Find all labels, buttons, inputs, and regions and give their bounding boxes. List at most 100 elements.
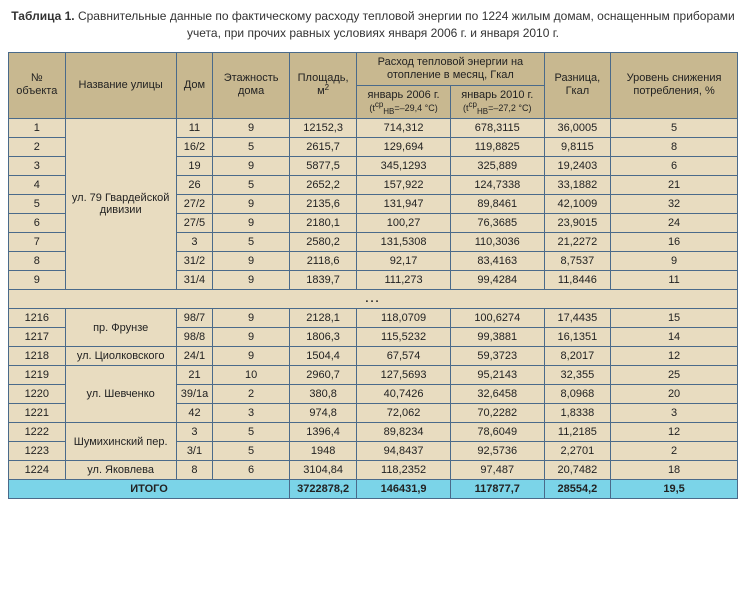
cell: 678,3115 (450, 119, 544, 138)
total-cell: 3722878,2 (290, 480, 357, 499)
cell: 5 (9, 195, 66, 214)
cell: 72,062 (357, 404, 451, 423)
cell: 9 (213, 271, 290, 290)
cell: 1217 (9, 328, 66, 347)
cell: 98/8 (176, 328, 213, 347)
cell: 12 (611, 347, 738, 366)
cell: 2 (611, 442, 738, 461)
cell: 124,7338 (450, 176, 544, 195)
street-cell: пр. Фрунзе (65, 309, 176, 347)
cell: 3 (176, 233, 213, 252)
cell: 131,5308 (357, 233, 451, 252)
cell: 2128,1 (290, 309, 357, 328)
cell: 1220 (9, 385, 66, 404)
cell: 39/1а (176, 385, 213, 404)
cell: 83,4163 (450, 252, 544, 271)
cell: 11,8446 (544, 271, 611, 290)
col-area: Площадь, м2 (290, 52, 357, 119)
cell: 1222 (9, 423, 66, 442)
cell: 1504,4 (290, 347, 357, 366)
cell: 23,9015 (544, 214, 611, 233)
cell: 21 (611, 176, 738, 195)
street-cell: Шумихинский пер. (65, 423, 176, 461)
cell: 129,694 (357, 138, 451, 157)
total-cell: 146431,9 (357, 480, 451, 499)
cell: 97,487 (450, 461, 544, 480)
cell: 3 (611, 404, 738, 423)
cell: 8 (611, 138, 738, 157)
col-jan2010: январь 2010 г. (tсрНВ=–27,2 °С) (450, 85, 544, 118)
cell: 12 (611, 423, 738, 442)
col-obj-no: № объекта (9, 52, 66, 119)
cell: 11 (611, 271, 738, 290)
cell: 76,3685 (450, 214, 544, 233)
cell: 67,574 (357, 347, 451, 366)
cell: 5 (213, 138, 290, 157)
cell: 36,0005 (544, 119, 611, 138)
cell: 78,6049 (450, 423, 544, 442)
cell: 1218 (9, 347, 66, 366)
cell: 99,3881 (450, 328, 544, 347)
cell: 2960,7 (290, 366, 357, 385)
cell: 26 (176, 176, 213, 195)
cell: 8,7537 (544, 252, 611, 271)
cell: 100,27 (357, 214, 451, 233)
cell: 14 (611, 328, 738, 347)
cell: 32 (611, 195, 738, 214)
cell: 2615,7 (290, 138, 357, 157)
total-cell: 117877,7 (450, 480, 544, 499)
cell: 17,4435 (544, 309, 611, 328)
cell: 8,0968 (544, 385, 611, 404)
cell: 1839,7 (290, 271, 357, 290)
cell: 5 (213, 233, 290, 252)
cell: 9 (9, 271, 66, 290)
cell: 4 (9, 176, 66, 195)
cell: 5 (611, 119, 738, 138)
cell: 1219 (9, 366, 66, 385)
total-cell: 28554,2 (544, 480, 611, 499)
cell: 10 (213, 366, 290, 385)
cell: 1 (9, 119, 66, 138)
cell: 3 (213, 404, 290, 423)
cell: 714,312 (357, 119, 451, 138)
cell: 27/5 (176, 214, 213, 233)
cell: 9 (611, 252, 738, 271)
cell: 32,6458 (450, 385, 544, 404)
cell: 31/2 (176, 252, 213, 271)
col-heat-group: Расход тепловой энергии на отопление в м… (357, 52, 544, 85)
cell: 5 (213, 176, 290, 195)
cell: 325,889 (450, 157, 544, 176)
cell: 1396,4 (290, 423, 357, 442)
cell: 9 (213, 252, 290, 271)
cell: 94,8437 (357, 442, 451, 461)
cell: 95,2143 (450, 366, 544, 385)
cell: 33,1882 (544, 176, 611, 195)
cell: 24 (611, 214, 738, 233)
total-cell: 19,5 (611, 480, 738, 499)
cell: 3/1 (176, 442, 213, 461)
cell: 32,355 (544, 366, 611, 385)
cell: 21 (176, 366, 213, 385)
cell: 27/2 (176, 195, 213, 214)
cell: 9 (213, 328, 290, 347)
cell: 127,5693 (357, 366, 451, 385)
cell: 70,2282 (450, 404, 544, 423)
cell: 110,3036 (450, 233, 544, 252)
title-prefix: Таблица 1. (11, 9, 74, 23)
cell: 118,2352 (357, 461, 451, 480)
cell: 3104,84 (290, 461, 357, 480)
cell: 2 (213, 385, 290, 404)
cell: 19,2403 (544, 157, 611, 176)
table-row: 1216пр. Фрунзе98/792128,1118,0709100,627… (9, 309, 738, 328)
total-row: ИТОГО3722878,2146431,9117877,728554,219,… (9, 480, 738, 499)
cell: 25 (611, 366, 738, 385)
cell: 1221 (9, 404, 66, 423)
cell: 9 (213, 347, 290, 366)
ellipsis-row: ... (9, 290, 738, 309)
cell: 92,5736 (450, 442, 544, 461)
street-cell: ул. 79 Гвардейской дивизии (65, 119, 176, 290)
table-row: 1218ул. Циолковского24/191504,467,57459,… (9, 347, 738, 366)
table-title: Таблица 1. Сравнительные данные по факти… (8, 8, 738, 42)
cell: 16,1351 (544, 328, 611, 347)
cell: 3 (176, 423, 213, 442)
